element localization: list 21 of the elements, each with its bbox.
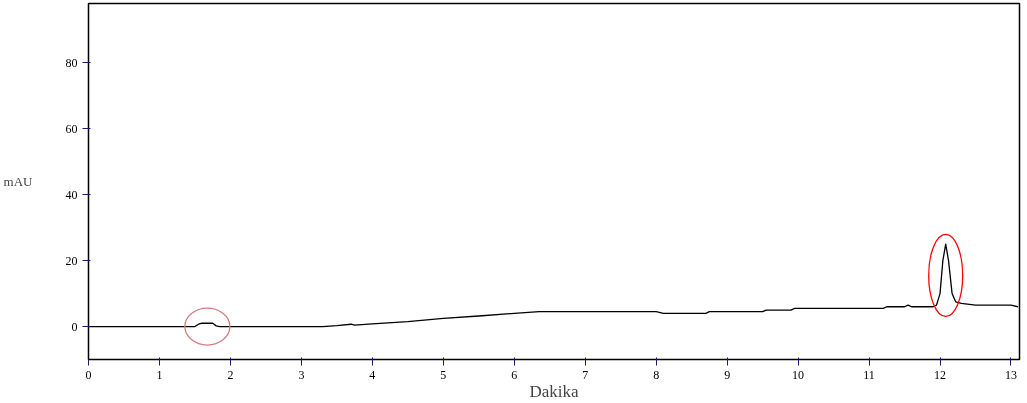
y-tick-label: 20: [65, 253, 78, 268]
y-tick-label: 60: [65, 121, 78, 136]
x-tick-label: 10: [792, 367, 805, 382]
x-tick-label: 11: [863, 367, 875, 382]
x-tick-label: 9: [724, 367, 731, 382]
y-tick-label: 0: [71, 319, 78, 334]
y-tick-label: 80: [65, 55, 78, 70]
y-axis-title: mAU: [3, 174, 34, 189]
x-tick-label: 6: [511, 367, 518, 382]
x-tick-label: 4: [369, 367, 376, 382]
x-tick-label: 2: [227, 367, 234, 382]
x-tick-label: 3: [298, 367, 305, 382]
y-tick-label: 40: [65, 187, 78, 202]
x-tick-label: 12: [934, 367, 947, 382]
x-tick-label: 1: [156, 367, 163, 382]
x-tick-label: 8: [653, 367, 660, 382]
x-tick-label: 5: [440, 367, 447, 382]
x-tick-label: 0: [85, 367, 92, 382]
x-tick-label: 13: [1004, 367, 1017, 382]
x-tick-label: 7: [582, 367, 589, 382]
x-axis-title: Dakika: [529, 381, 579, 401]
